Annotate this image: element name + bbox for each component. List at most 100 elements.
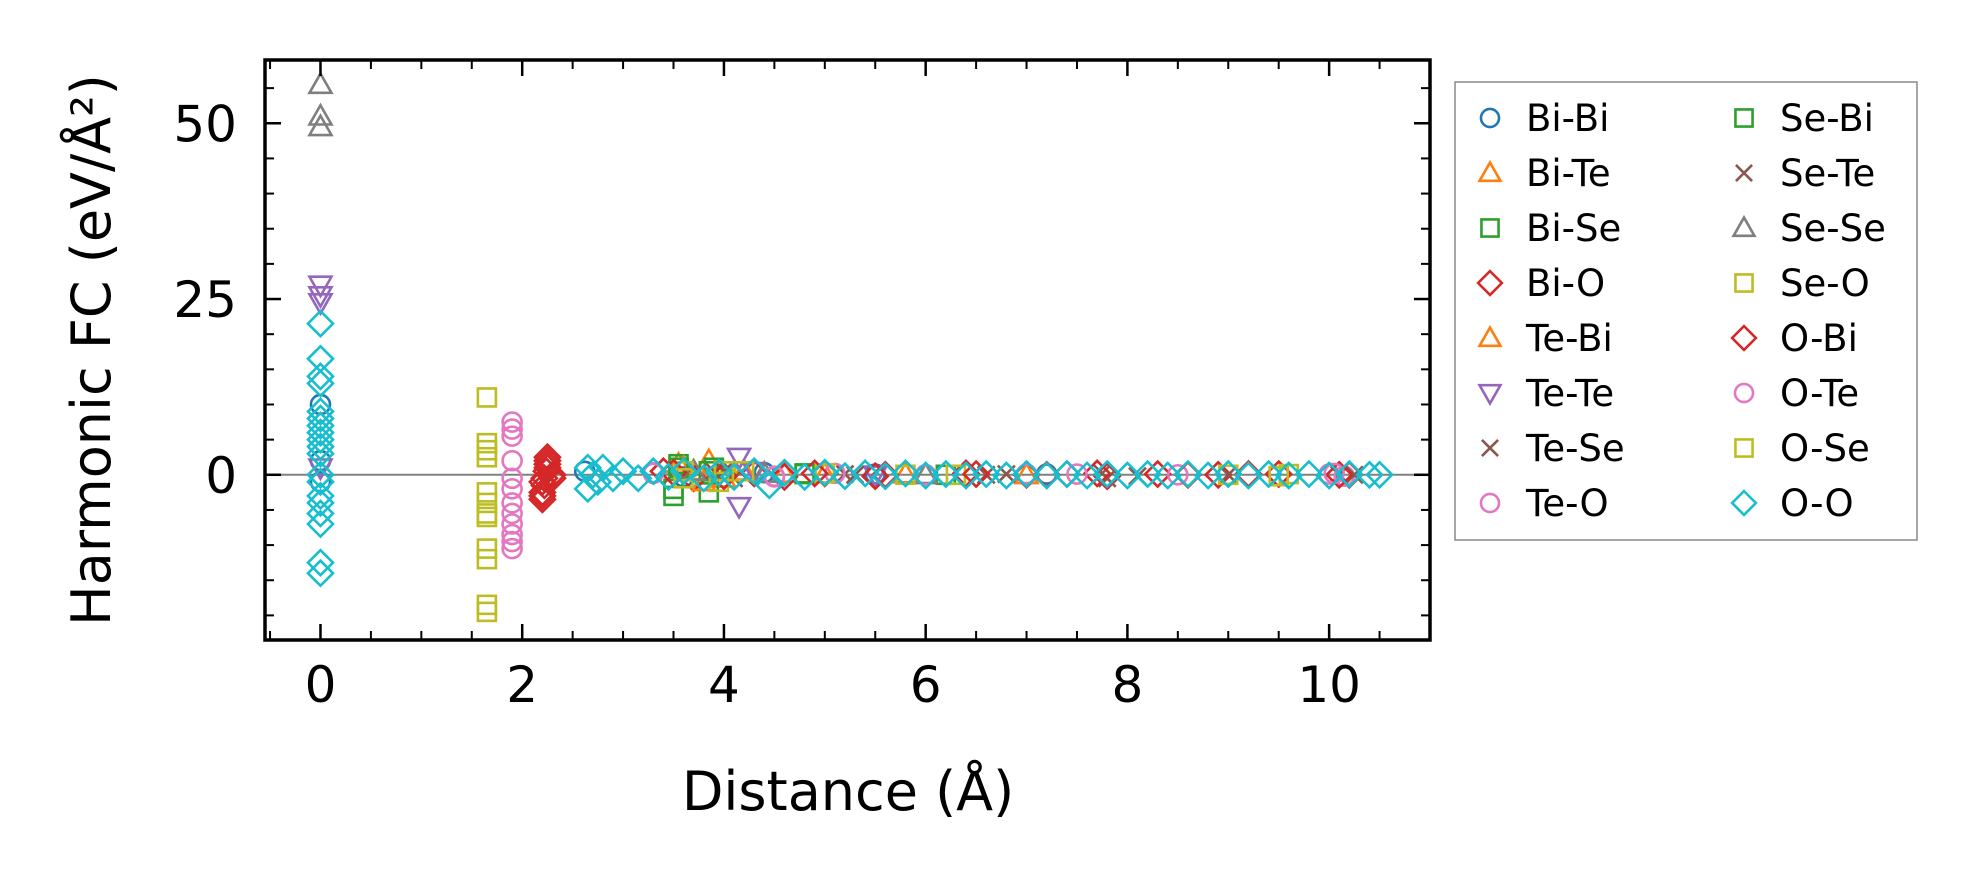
data-point (1097, 468, 1117, 488)
legend-label: Bi-Se (1526, 207, 1621, 250)
legend-item: Se-Te (1735, 152, 1875, 195)
data-point (1213, 459, 1243, 489)
data-point (668, 457, 689, 479)
legend-marker (1476, 269, 1504, 297)
y-tick-label: 25 (173, 271, 237, 329)
data-point (306, 344, 335, 374)
data-point (476, 482, 498, 503)
series-o-o (306, 309, 1394, 588)
y-axis-label: Harmonic FC (eV/Å²) (59, 74, 123, 626)
data-point (1324, 460, 1354, 490)
data-point (771, 459, 798, 483)
data-marks-group (306, 70, 1394, 623)
data-point (725, 496, 753, 521)
data-point (306, 488, 335, 518)
data-point (1092, 459, 1122, 489)
data-point (306, 418, 335, 447)
legend-item: Se-Bi (1734, 97, 1874, 140)
data-point (476, 594, 498, 616)
data-point (1173, 459, 1203, 489)
y-tick-label: 50 (173, 95, 237, 153)
legend-item: Bi-Se (1480, 207, 1621, 250)
legend-marker (1477, 383, 1503, 407)
legend-label: Te-Se (1525, 427, 1625, 470)
data-point (501, 523, 523, 546)
data-point (501, 425, 523, 447)
data-point (810, 458, 840, 488)
data-point (306, 369, 335, 398)
legend-item: O-Te (1733, 372, 1859, 415)
legend-marker (1477, 159, 1503, 183)
legend-item: Te-Te (1477, 372, 1614, 415)
data-point (1133, 459, 1162, 489)
data-point (608, 456, 638, 486)
data-point (306, 432, 335, 462)
data-point (725, 447, 753, 471)
x-tick-label: 10 (1297, 656, 1361, 714)
data-point (951, 461, 981, 490)
data-point (1113, 461, 1142, 490)
legend-item: Bi-O (1476, 262, 1605, 305)
data-point (306, 362, 335, 391)
data-point (306, 460, 335, 490)
data-point (1143, 459, 1173, 489)
data-point (1294, 459, 1324, 489)
data-point (306, 558, 335, 588)
data-point (1052, 459, 1082, 489)
legend-marker (1731, 214, 1757, 238)
data-point (623, 463, 653, 493)
data-point (501, 502, 523, 525)
data-point (931, 459, 961, 489)
series-se-se (307, 70, 939, 485)
data-point (306, 499, 335, 528)
data-point (528, 481, 557, 511)
data-point (1334, 459, 1364, 489)
data-point (501, 478, 523, 500)
data-point (306, 509, 335, 539)
data-point (476, 506, 498, 528)
data-point (1193, 461, 1223, 490)
data-point (1234, 461, 1263, 490)
data-point (800, 459, 830, 488)
x-tick-label: 8 (1111, 656, 1143, 714)
legend-marker (1479, 492, 1501, 514)
legend-item: O-Se (1734, 427, 1870, 470)
data-point (501, 492, 523, 514)
data-point (891, 459, 920, 488)
legend-marker (1734, 108, 1754, 128)
data-point (501, 418, 523, 440)
data-point (307, 113, 334, 137)
legend-marker (1480, 218, 1500, 238)
data-point (850, 459, 880, 488)
data-point (306, 481, 335, 511)
data-point (1365, 460, 1394, 490)
data-point (1167, 463, 1189, 486)
legend-marker (1734, 438, 1754, 458)
legend-marker (1730, 489, 1758, 517)
legend-label: Se-Se (1780, 207, 1886, 250)
data-point (501, 449, 523, 472)
legend-item: Se-Se (1731, 207, 1886, 250)
data-point (911, 461, 941, 490)
legend-marker (1481, 439, 1499, 457)
legend-marker (1733, 382, 1755, 404)
data-point (1032, 461, 1062, 490)
legend-label: Te-Te (1525, 372, 1614, 415)
legend-marker (1477, 324, 1503, 348)
data-point (971, 459, 1001, 489)
x-axis-label: Distance (Å) (682, 759, 1014, 823)
legend-item: O-O (1730, 482, 1854, 525)
data-point (1355, 460, 1384, 490)
data-point (860, 461, 890, 491)
data-point (306, 425, 335, 454)
data-point (306, 439, 335, 469)
x-tick-label: 4 (708, 656, 740, 714)
legend-marker (1479, 107, 1501, 129)
data-point (1203, 460, 1233, 490)
data-point (1274, 461, 1304, 490)
data-point (1066, 463, 1088, 485)
data-point (892, 460, 919, 484)
legend-label: Se-Bi (1780, 97, 1874, 140)
series-o-te (501, 411, 1345, 560)
data-point (1153, 461, 1183, 490)
